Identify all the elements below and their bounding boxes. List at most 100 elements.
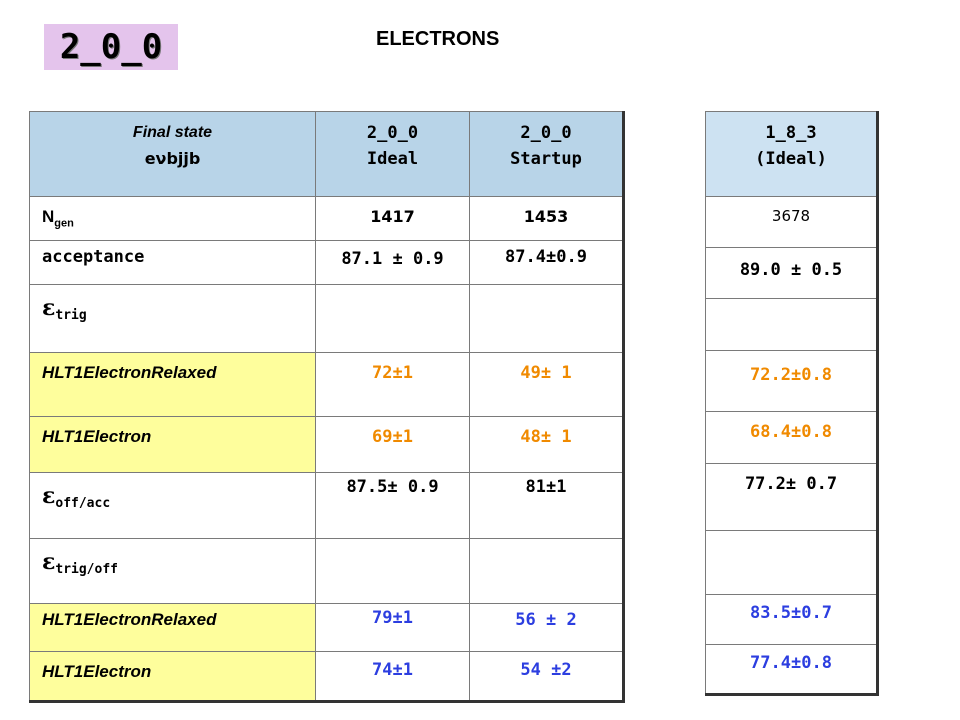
side-header-row: 1_8_3 (Ideal): [705, 111, 878, 197]
eps-trig-ideal-value: [316, 285, 469, 295]
table-row: 3678: [705, 196, 878, 248]
header-ideal-label: Ideal: [366, 149, 419, 169]
results-table: Final state eνbjjb 2_0_0 Ideal 2_0_0 Sta…: [29, 111, 625, 703]
hlt-relaxed-label: HLT1ElectronRelaxed: [42, 363, 217, 382]
hlt-label: HLT1Electron: [42, 427, 152, 446]
epsilon-symbol: ε: [42, 483, 56, 509]
cell-hlt-2-ideal: 74±1: [315, 651, 470, 702]
table-row: εoff/acc 87.5± 0.9 81±1: [29, 472, 624, 539]
table-row: 72.2±0.8: [705, 350, 878, 412]
row-label-hlt-relaxed: HLT1ElectronRelaxed: [29, 352, 316, 417]
cell-acceptance-ideal: 87.1 ± 0.9: [315, 240, 470, 285]
row-label-hlt-2: HLT1Electron: [29, 651, 316, 702]
acceptance-startup-value: 87.4±0.9: [505, 247, 587, 267]
cell-acceptance-startup: 87.4±0.9: [469, 240, 624, 285]
side-header-label: (Ideal): [755, 149, 827, 169]
cell-hlt-startup: 48± 1: [469, 416, 624, 473]
epsilon-symbol: ε: [42, 295, 56, 321]
hlt-startup-value: 48± 1: [520, 427, 572, 447]
cell-hlt-relaxed-startup: 49± 1: [469, 352, 624, 417]
side-hlt-cell: 68.4±0.8: [705, 411, 878, 464]
header-ideal: 2_0_0 Ideal: [315, 111, 470, 197]
table-row: HLT1ElectronRelaxed 79±1 56 ± 2: [29, 603, 624, 652]
header-final-state: Final state eνbjjb: [29, 111, 316, 197]
table-row: HLT1Electron 74±1 54 ±2: [29, 651, 624, 702]
table-row: εtrig/off: [29, 538, 624, 604]
header-ideal-version: 2_0_0: [366, 123, 419, 143]
side-eps-offacc-cell: 77.2± 0.7: [705, 463, 878, 531]
table-row: 89.0 ± 0.5: [705, 247, 878, 299]
table-row: 77.2± 0.7: [705, 463, 878, 531]
side-ngen-value: 3678: [771, 207, 811, 225]
header-startup-version: 2_0_0: [520, 123, 572, 143]
table-row: HLT1Electron 69±1 48± 1: [29, 416, 624, 473]
cell-eps-trigoff-ideal: [315, 538, 470, 604]
side-hlt-relaxed-value: 72.2±0.8: [750, 365, 832, 385]
cell-hlt-relaxed-ideal: 72±1: [315, 352, 470, 417]
side-acceptance-cell: 89.0 ± 0.5: [705, 247, 878, 299]
row-label-eps-trig: εtrig: [29, 284, 316, 353]
cell-hlt-relaxed-2-ideal: 79±1: [315, 603, 470, 652]
ngen-startup-value: 1453: [523, 207, 569, 226]
cell-eps-offacc-startup: 81±1: [469, 472, 624, 539]
hlt-relaxed-2-label: HLT1ElectronRelaxed: [42, 610, 217, 629]
table-row: [705, 298, 878, 351]
hlt-relaxed-2-startup-value: 56 ± 2: [515, 610, 577, 630]
table-row: [705, 530, 878, 595]
side-hlt-relaxed-2-value: 83.5±0.7: [750, 603, 832, 623]
hlt-relaxed-startup-value: 49± 1: [520, 363, 572, 383]
version-badge: 2_0_0: [44, 24, 178, 70]
cell-ngen-ideal: 1417: [315, 196, 470, 241]
acceptance-ideal-value: 87.1 ± 0.9: [341, 249, 444, 269]
hlt-relaxed-ideal-value: 72±1: [372, 363, 413, 383]
cell-hlt-ideal: 69±1: [315, 416, 470, 473]
side-hlt-2-value: 77.4±0.8: [750, 653, 832, 673]
eps-trigoff-subscript: trig/off: [55, 562, 118, 577]
row-label-eps-trigoff: εtrig/off: [29, 538, 316, 604]
side-hlt-relaxed-2-cell: 83.5±0.7: [705, 594, 878, 645]
eps-trig-subscript: trig: [55, 308, 87, 323]
side-eps-trig-cell: [705, 298, 878, 351]
side-hlt-value: 68.4±0.8: [750, 422, 832, 442]
eps-offacc-startup-value: 81±1: [525, 477, 567, 497]
eps-offacc-ideal-value: 87.5± 0.9: [346, 477, 439, 497]
eps-offacc-subscript: off/acc: [55, 496, 111, 511]
epsilon-symbol: ε: [42, 549, 56, 575]
side-hlt-relaxed-cell: 72.2±0.8: [705, 350, 878, 412]
ngen-subscript: gen: [54, 217, 74, 230]
eps-trigoff-startup-value: [470, 539, 622, 549]
cell-eps-offacc-ideal: 87.5± 0.9: [315, 472, 470, 539]
hlt-2-startup-value: 54 ±2: [520, 660, 572, 680]
cell-hlt-2-startup: 54 ±2: [469, 651, 624, 702]
side-header: 1_8_3 (Ideal): [705, 111, 878, 197]
cell-eps-trig-startup: [469, 284, 624, 353]
cell-hlt-relaxed-2-startup: 56 ± 2: [469, 603, 624, 652]
ngen-symbol: N: [42, 207, 55, 226]
acceptance-label: acceptance: [42, 247, 145, 267]
hlt-relaxed-2-ideal-value: 79±1: [372, 608, 413, 628]
header-final-state-label: Final state: [132, 124, 213, 141]
row-label-hlt-relaxed-2: HLT1ElectronRelaxed: [29, 603, 316, 652]
table-row: 77.4±0.8: [705, 644, 878, 695]
comparison-table: 1_8_3 (Ideal) 3678 89.0 ± 0.5 72.2±0.8 6…: [705, 111, 879, 696]
table-row: acceptance 87.1 ± 0.9 87.4±0.9: [29, 240, 624, 285]
header-final-state-channel: eνbjjb: [144, 149, 201, 168]
side-eps-trig-value: [706, 299, 876, 309]
table-row: 83.5±0.7: [705, 594, 878, 645]
header-startup-label: Startup: [510, 149, 582, 169]
header-startup: 2_0_0 Startup: [469, 111, 624, 197]
cell-eps-trigoff-startup: [469, 538, 624, 604]
cell-ngen-startup: 1453: [469, 196, 624, 241]
side-eps-trigoff-cell: [705, 530, 878, 595]
row-label-acceptance: acceptance: [29, 240, 316, 285]
side-header-version: 1_8_3: [765, 123, 817, 143]
table-row: εtrig: [29, 284, 624, 353]
row-label-hlt: HLT1Electron: [29, 416, 316, 473]
ngen-ideal-value: 1417: [370, 207, 415, 226]
table-header-row: Final state eνbjjb 2_0_0 Ideal 2_0_0 Sta…: [29, 111, 624, 197]
hlt-2-label: HLT1Electron: [42, 662, 152, 681]
hlt-ideal-value: 69±1: [372, 427, 413, 447]
eps-trigoff-ideal-value: [316, 539, 469, 549]
row-label-eps-offacc: εoff/acc: [29, 472, 316, 539]
table-row: HLT1ElectronRelaxed 72±1 49± 1: [29, 352, 624, 417]
